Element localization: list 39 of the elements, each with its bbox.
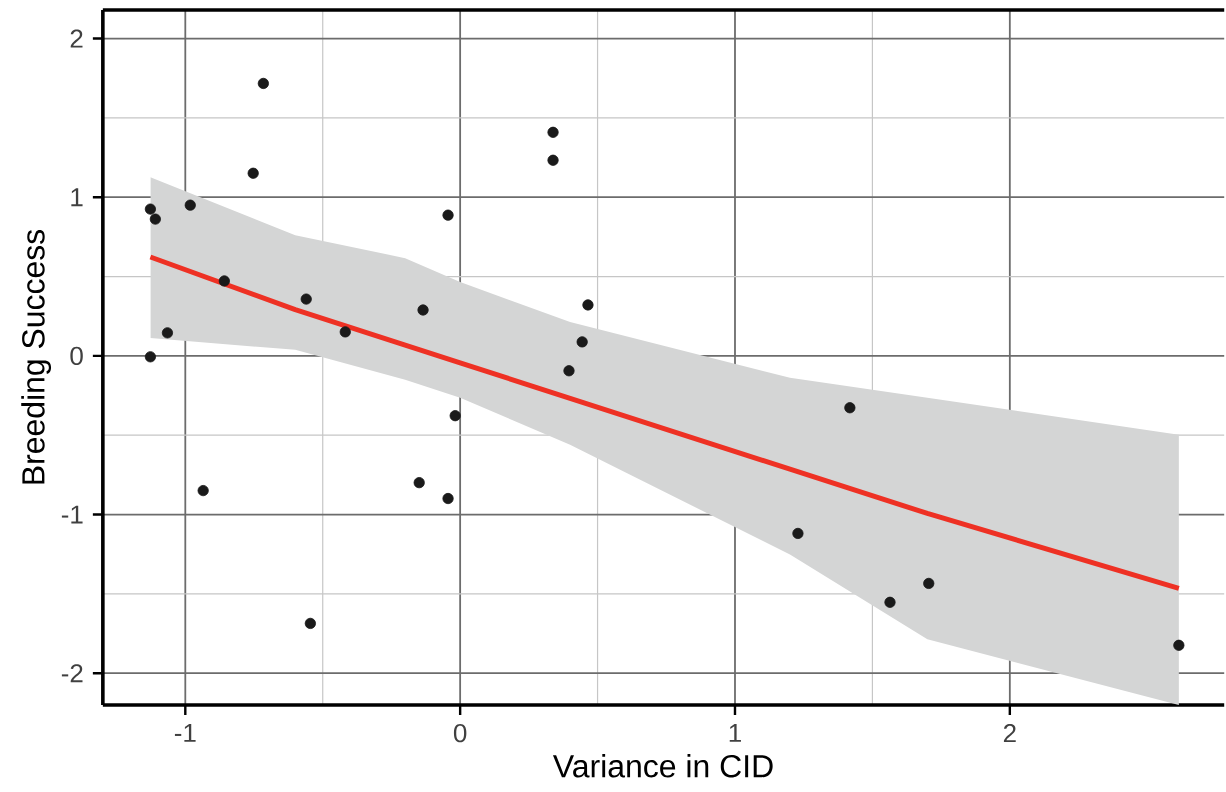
x-tick-label: 2: [1003, 724, 1016, 743]
point: [304, 617, 316, 630]
point: [161, 327, 174, 339]
x-tick-label: 1: [729, 724, 741, 742]
point: [792, 527, 804, 540]
point: [144, 351, 156, 363]
point: [844, 402, 856, 414]
x-axis-title: Variance in CID: [552, 754, 773, 778]
point: [442, 209, 454, 221]
point: [197, 485, 209, 497]
point: [547, 126, 559, 138]
point: [300, 293, 312, 305]
point: [339, 326, 351, 338]
point: [413, 477, 425, 489]
y-tick-label: 1: [71, 188, 83, 207]
y-axis-title: Breeding Success: [21, 230, 52, 484]
y-tick-label: -2: [61, 664, 83, 683]
point: [884, 596, 896, 608]
point: [547, 154, 559, 166]
y-tick-label: 0: [70, 346, 83, 366]
point: [563, 365, 575, 377]
y-tick-label: 2: [70, 29, 83, 48]
x-tick-label: 0: [453, 724, 467, 743]
x-tick-label: -1: [174, 724, 196, 742]
point: [144, 203, 156, 215]
point: [184, 199, 196, 211]
point: [149, 213, 161, 225]
point: [449, 410, 461, 422]
point: [442, 493, 454, 505]
line-series: [147, 254, 1182, 591]
point: [247, 167, 259, 179]
point: [257, 77, 269, 90]
point: [1173, 639, 1185, 651]
point: [417, 304, 429, 316]
point: [923, 577, 935, 590]
y-tick-label: -1: [61, 505, 83, 524]
point: [582, 299, 594, 311]
point: [218, 275, 230, 287]
point: [576, 336, 588, 348]
